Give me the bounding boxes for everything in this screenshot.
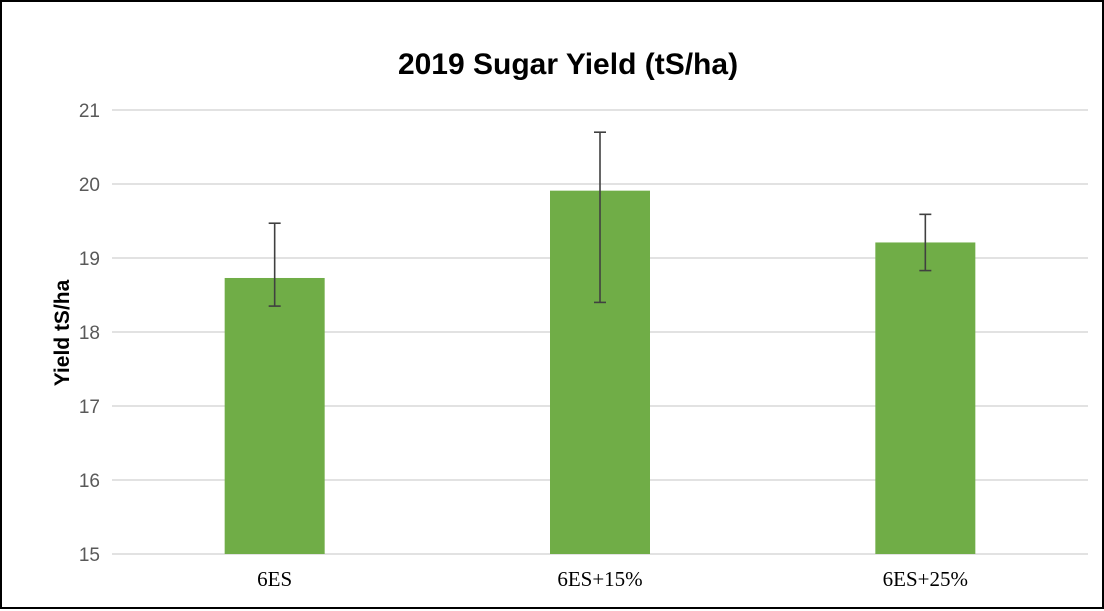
error-bars xyxy=(268,131,932,307)
x-axis-ticks: 6ES 6ES+15% 6ES+25% xyxy=(257,567,968,591)
y-tick-label: 15 xyxy=(79,545,100,566)
y-tick-label: 16 xyxy=(79,471,100,492)
y-tick-label: 19 xyxy=(79,249,100,270)
x-tick-label: 6ES+15% xyxy=(557,567,642,591)
bar xyxy=(224,277,325,554)
x-tick-label: 6ES+25% xyxy=(883,567,968,591)
chart-title: 2019 Sugar Yield (tS/ha) xyxy=(398,48,738,81)
y-axis-ticks: 15 16 17 18 19 20 21 xyxy=(79,101,100,566)
error-bar xyxy=(919,213,932,272)
y-tick-label: 17 xyxy=(79,397,100,418)
error-bar xyxy=(594,131,606,304)
y-axis-label: Yield tS/ha xyxy=(51,279,74,386)
y-tick-label: 21 xyxy=(79,101,100,122)
y-tick-label: 18 xyxy=(79,323,100,344)
y-tick-label: 20 xyxy=(79,175,100,196)
x-tick-label: 6ES xyxy=(257,567,292,591)
error-bar xyxy=(268,222,281,307)
bar xyxy=(875,242,976,554)
